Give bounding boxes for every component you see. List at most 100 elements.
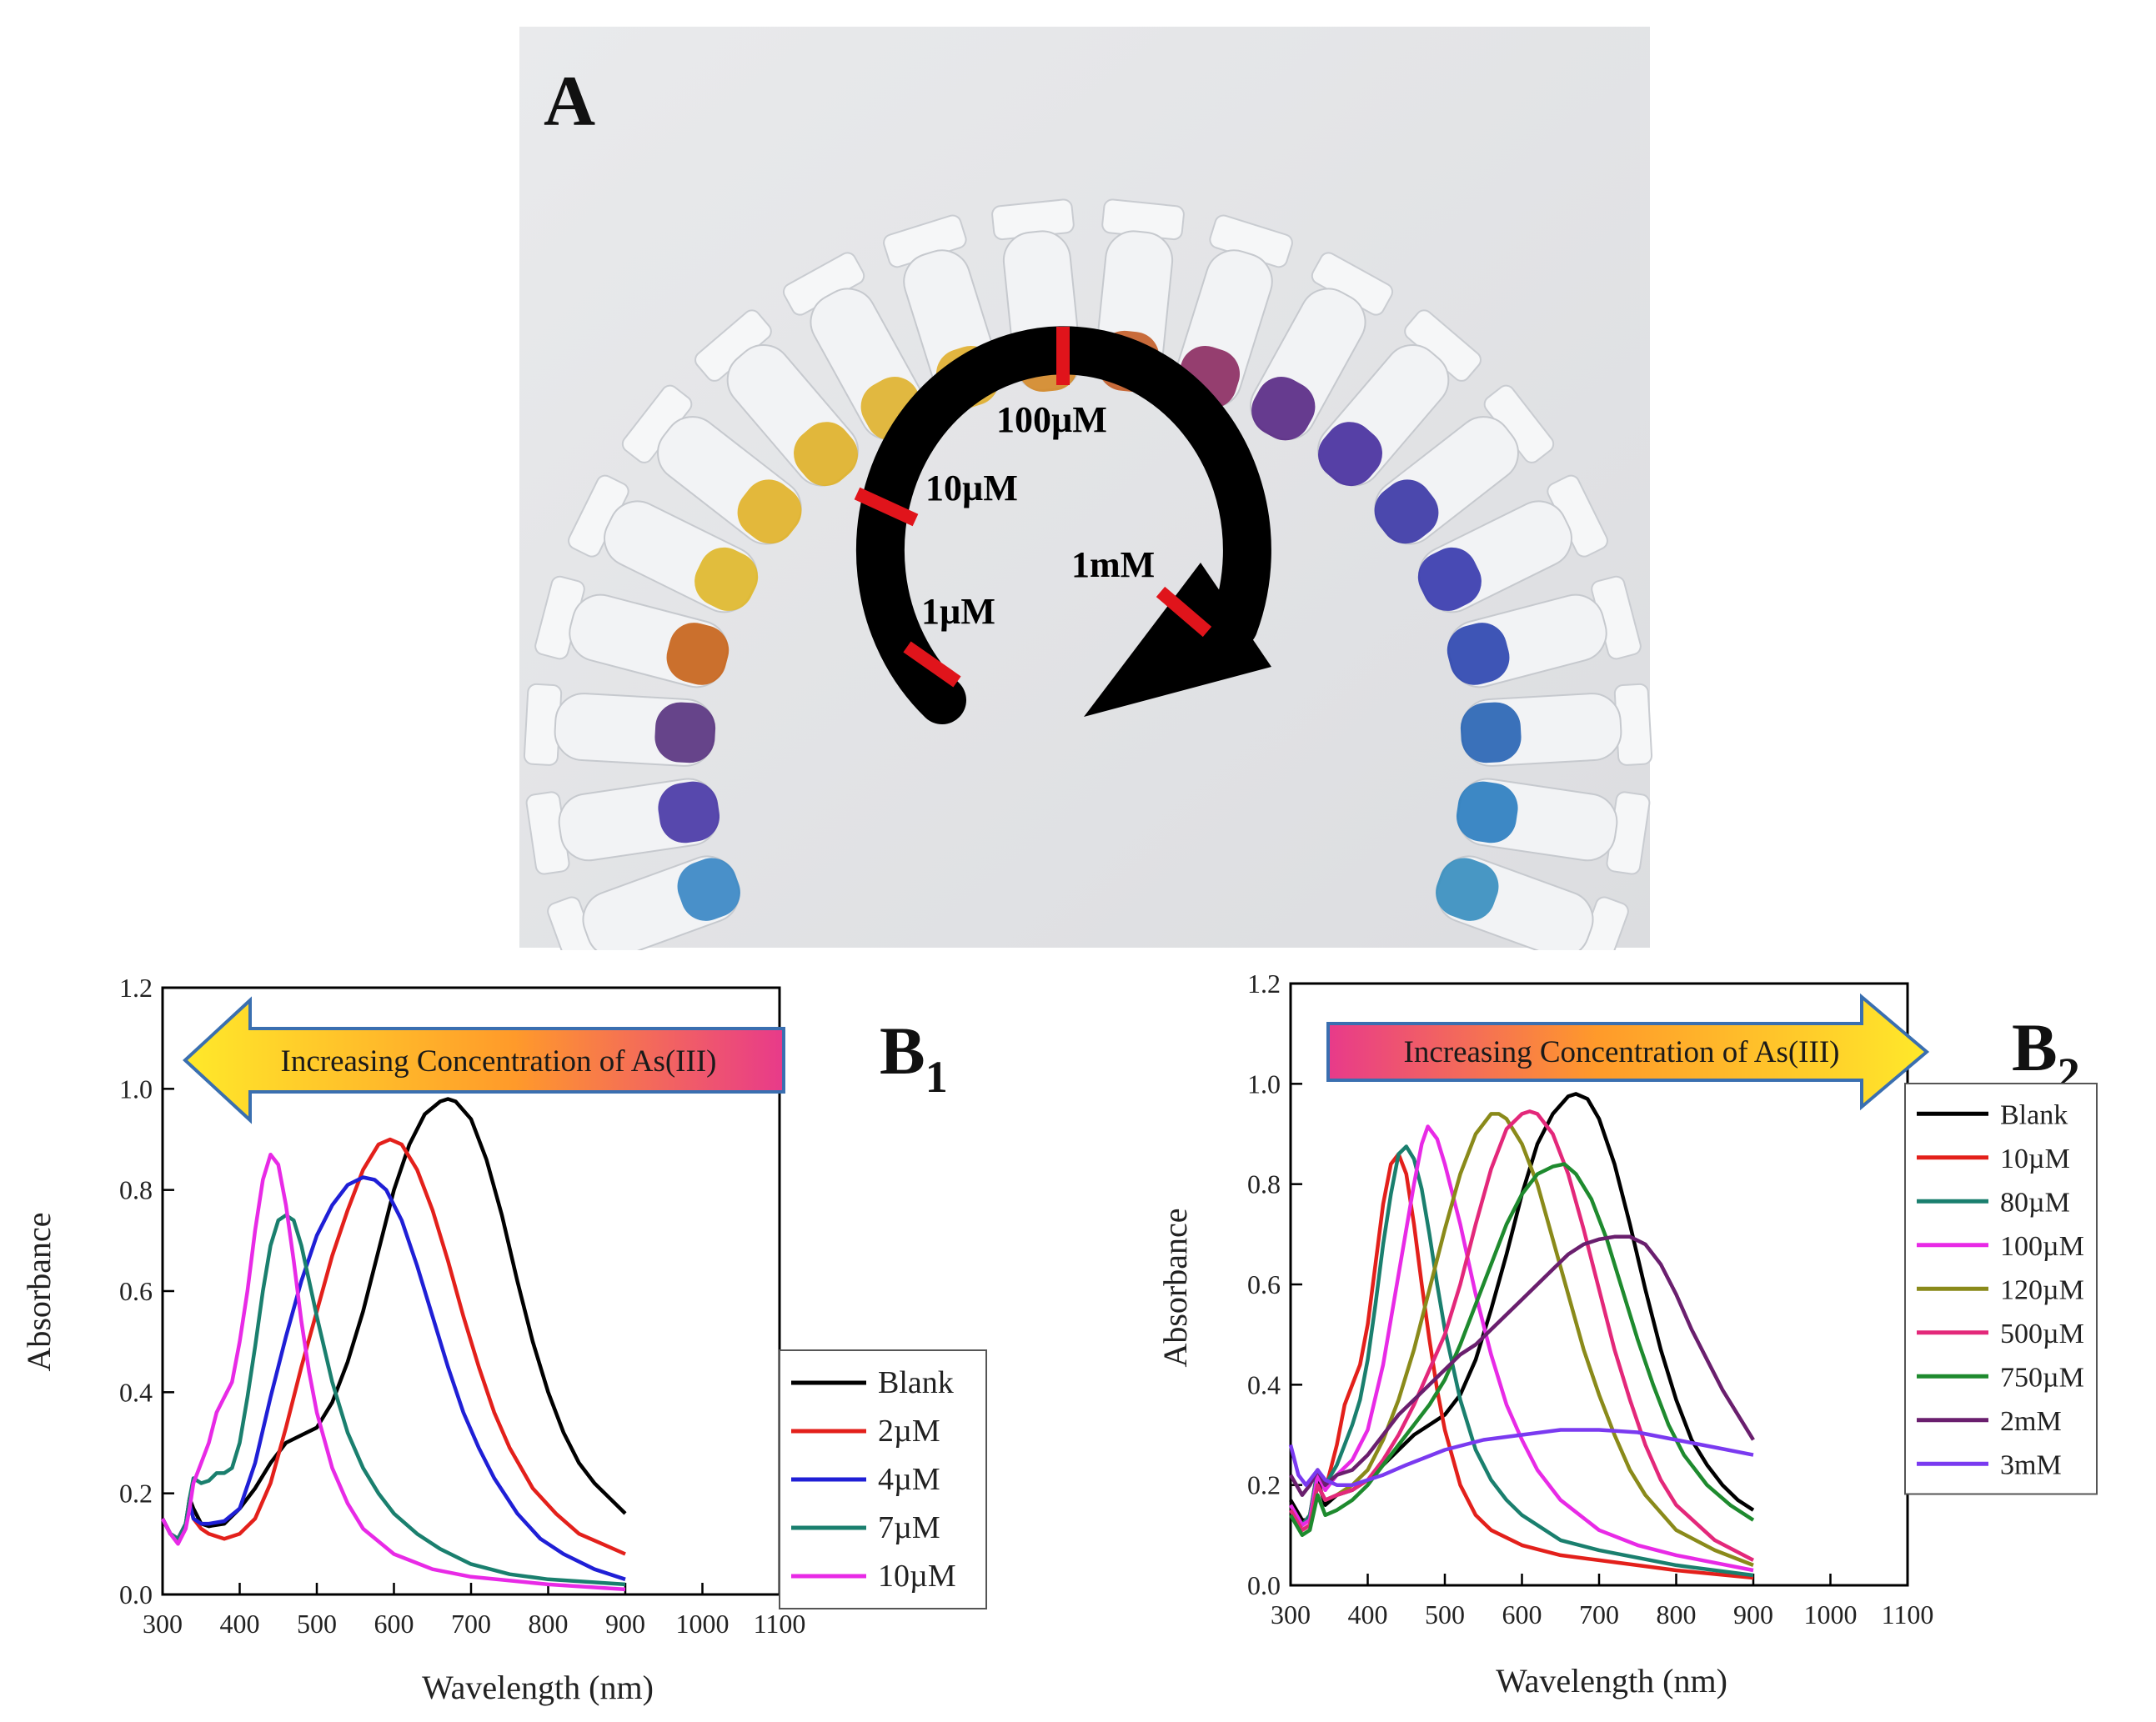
tube-liquid xyxy=(1456,781,1518,843)
legend-label: 80µM xyxy=(2000,1187,2070,1218)
tube xyxy=(523,683,716,767)
legend-label: 500µM xyxy=(2000,1319,2084,1349)
tube xyxy=(1316,309,1482,487)
legend-label: 10µM xyxy=(2000,1144,2070,1174)
legend-label: 120µM xyxy=(2000,1274,2084,1305)
panel-label-b1: B1 xyxy=(880,1013,948,1102)
tube-photo-panel: 100µM 10µM 1µM 1mM A xyxy=(519,27,1653,950)
legend-label: 750µM xyxy=(2000,1362,2084,1393)
legend-label: 7µM xyxy=(878,1510,940,1545)
y-tick-label: 1.2 xyxy=(119,973,153,1003)
label-1mm: 1mM xyxy=(1071,544,1155,585)
spectra xyxy=(1288,1092,1755,1580)
tube xyxy=(694,309,860,487)
x-tick-label: 1000 xyxy=(676,1609,730,1639)
y-axis-label: Absorbance xyxy=(1156,1208,1194,1367)
legend-label: 2mM xyxy=(2000,1406,2062,1437)
x-tick-label: 1000 xyxy=(1804,1599,1858,1629)
tube xyxy=(1460,683,1653,767)
tube xyxy=(534,575,730,688)
axis-ticks: 300 400 500 600 700 800 900 1000 1100 0.0 0.2 0.4 0.… xyxy=(1247,969,1933,1629)
x-tick-label: 600 xyxy=(1502,1599,1542,1629)
x-tick-label: 800 xyxy=(1657,1599,1697,1629)
tube-liquid xyxy=(654,702,716,763)
x-axis-label: Wavelength (nm) xyxy=(1496,1662,1727,1699)
tube-liquid xyxy=(658,781,720,843)
tube-liquid xyxy=(1460,702,1522,763)
x-tick-label: 700 xyxy=(451,1609,491,1639)
tube-liquid xyxy=(1318,422,1382,487)
y-tick-label: 0.6 xyxy=(1247,1269,1281,1299)
chart-b2: 300 400 500 600 700 800 900 1000 1100 0.0 0.2 0.4 0.… xyxy=(1156,969,2098,1699)
tube xyxy=(1417,474,1608,613)
x-axis-label: Wavelength (nm) xyxy=(422,1669,654,1706)
legend: Blank 2µM 4µM 7µM 10µM xyxy=(779,1349,987,1609)
series-line-2 xyxy=(1289,1144,1754,1578)
tube xyxy=(525,778,720,875)
legend-label: Blank xyxy=(2000,1099,2068,1130)
concentration-banner: Increasing Concentration of As(III) xyxy=(1326,993,1930,1111)
x-tick-label: 700 xyxy=(1579,1599,1619,1629)
y-tick-label: 1.0 xyxy=(119,1074,153,1104)
x-tick-label: 1100 xyxy=(1882,1599,1934,1629)
legend-label: 3mM xyxy=(2000,1449,2062,1480)
panel-a-label: A xyxy=(544,61,595,141)
series-line-6 xyxy=(1289,1162,1755,1538)
y-tick-label: 0.8 xyxy=(1247,1169,1281,1199)
tube-liquid xyxy=(1251,377,1316,441)
series-line-3 xyxy=(1289,1124,1754,1573)
legend-label: 100µM xyxy=(2000,1231,2084,1262)
tube-liquid xyxy=(666,623,730,685)
spectra xyxy=(160,1097,627,1592)
tube-liquid xyxy=(794,422,858,487)
series-line-1 xyxy=(1289,1152,1754,1580)
y-tick-label: 0.6 xyxy=(119,1276,153,1306)
legend-label: Blank xyxy=(878,1365,954,1400)
y-axis-label: Absorbance xyxy=(20,1212,58,1371)
label-1um: 1µM xyxy=(921,591,995,632)
tube xyxy=(1447,575,1642,688)
legend-label: 10µM xyxy=(878,1559,956,1594)
legend-label: 2µM xyxy=(878,1414,940,1449)
x-tick-label: 800 xyxy=(529,1609,569,1639)
panel-label-b2: B2 xyxy=(2012,1009,2080,1099)
y-tick-label: 0.2 xyxy=(119,1479,153,1509)
tube xyxy=(1250,252,1394,441)
tube xyxy=(547,855,740,950)
tube-liquid xyxy=(1417,547,1482,611)
axis-ticks: 300 400 500 600 700 800 900 1000 1100 0.0 0.2 0.4 0.… xyxy=(119,973,805,1639)
series-line-8 xyxy=(1288,1428,1754,1487)
banner-text: Increasing Concentration of As(III) xyxy=(1404,1035,1840,1069)
x-tick-label: 500 xyxy=(1425,1599,1465,1629)
legend: Blank 10µM 80µM 100µM 120µM 500µM 750µM 2mM 3mM xyxy=(1904,1083,2098,1495)
y-tick-label: 0.2 xyxy=(1247,1470,1281,1500)
legend-label: 4µM xyxy=(878,1462,940,1497)
tick-1um xyxy=(903,641,961,688)
arrowhead-icon xyxy=(1084,563,1271,717)
x-tick-label: 400 xyxy=(220,1609,260,1639)
concentration-arc-arrow xyxy=(855,326,1271,724)
x-tick-label: 1100 xyxy=(754,1609,806,1639)
chart-b1: 300 400 500 600 700 800 900 1000 1100 0.0 0.2 0.4 0.… xyxy=(20,973,987,1706)
x-tick-label: 900 xyxy=(1733,1599,1773,1629)
y-tick-label: 0.8 xyxy=(119,1175,153,1205)
y-tick-label: 0.4 xyxy=(1247,1369,1281,1399)
tube-liquid xyxy=(694,547,759,611)
tube-liquid xyxy=(1447,623,1510,685)
y-tick-label: 0.0 xyxy=(119,1579,153,1609)
series-line-5 xyxy=(1289,1109,1755,1562)
y-tick-label: 1.2 xyxy=(1247,969,1281,999)
tube-liquid xyxy=(737,479,802,544)
tube-liquid xyxy=(677,858,740,921)
y-tick-label: 0.4 xyxy=(119,1377,153,1407)
banner-text: Increasing Concentration of As(III) xyxy=(281,1044,717,1079)
series-line-7 xyxy=(1289,1234,1755,1497)
x-tick-label: 500 xyxy=(297,1609,337,1639)
y-tick-label: 0.0 xyxy=(1247,1570,1281,1600)
tube xyxy=(1436,855,1629,950)
concentration-banner: Increasing Concentration of As(III) xyxy=(183,996,785,1124)
x-tick-label: 400 xyxy=(1348,1599,1388,1629)
series-line-4 xyxy=(160,1152,626,1592)
x-tick-label: 300 xyxy=(143,1609,183,1639)
tube xyxy=(621,384,802,545)
